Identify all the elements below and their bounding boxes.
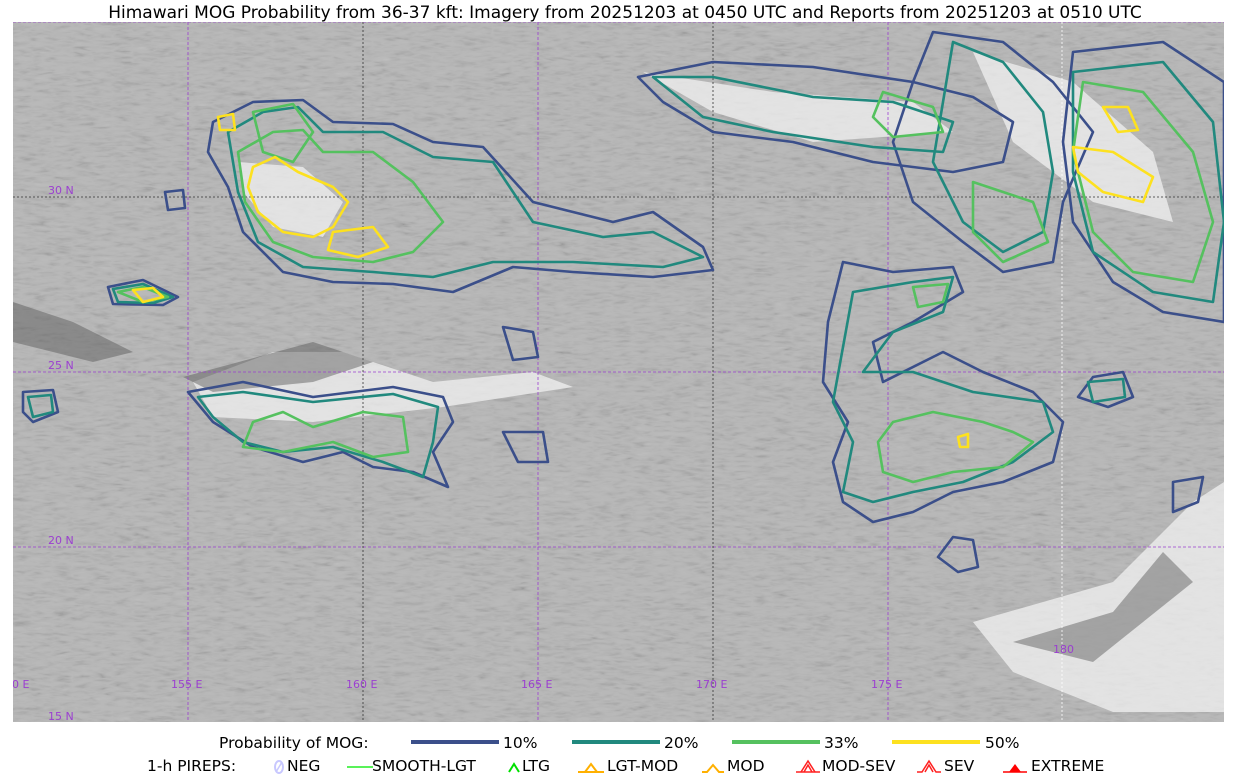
level-10pct-label: 10% bbox=[503, 734, 538, 752]
lat-label-20n: 20 N bbox=[48, 534, 74, 547]
contour-33pct bbox=[116, 80, 1215, 484]
contour-10pct bbox=[21, 30, 1224, 574]
lon-label-180: 180 bbox=[1053, 643, 1074, 656]
level-20pct-label: 20% bbox=[664, 734, 699, 752]
pirep-sev-label: SEV bbox=[944, 757, 975, 775]
pireps-legend: 1-h PIREPS: NEG SMOOTH-LGT LTG LGT-MOD M… bbox=[0, 757, 1250, 777]
sev-double-caret-icon bbox=[917, 759, 941, 773]
lon-label-155e: 155 E bbox=[171, 678, 202, 691]
lat-label-30n: 30 N bbox=[48, 184, 74, 197]
level-50pct-label: 50% bbox=[985, 734, 1020, 752]
swatch-33pct bbox=[732, 740, 820, 744]
probability-legend-label: Probability of MOG: bbox=[219, 734, 369, 752]
mog-contours bbox=[21, 30, 1224, 574]
contour-50pct bbox=[131, 105, 1155, 449]
swatch-20pct bbox=[572, 740, 660, 744]
lat-label-25n: 25 N bbox=[48, 359, 74, 372]
pirep-neg-label: NEG bbox=[287, 757, 321, 775]
level-33pct-label: 33% bbox=[824, 734, 859, 752]
mod-caret-icon bbox=[702, 763, 724, 773]
satellite-map: 150 E 155 E 160 E 165 E 170 E 175 E 180 … bbox=[13, 22, 1224, 722]
lat-label-15n: 15 N bbox=[48, 710, 74, 722]
pirep-extreme-label: EXTREME bbox=[1031, 757, 1105, 775]
swatch-50pct bbox=[892, 740, 980, 744]
mod-sev-double-caret-icon bbox=[796, 759, 820, 773]
dark-cloud-areas bbox=[13, 302, 1193, 662]
pirep-lgt-mod-label: LGT-MOD bbox=[607, 757, 679, 775]
pirep-mod-sev-label: MOD-SEV bbox=[822, 757, 896, 775]
lon-label-160e: 160 E bbox=[346, 678, 377, 691]
pirep-smooth-lgt-label: SMOOTH-LGT bbox=[372, 757, 476, 775]
ltg-caret-icon bbox=[508, 762, 520, 773]
axis-labels: 150 E 155 E 160 E 165 E 170 E 175 E 180 … bbox=[13, 184, 1074, 722]
neg-icon bbox=[274, 760, 284, 774]
lon-label-165e: 165 E bbox=[521, 678, 552, 691]
chart-title: Himawari MOG Probability from 36-37 kft:… bbox=[108, 3, 1142, 23]
pirep-mod-label: MOD bbox=[727, 757, 765, 775]
pireps-legend-label: 1-h PIREPS: bbox=[147, 757, 237, 775]
lon-label-170e: 170 E bbox=[696, 678, 727, 691]
lon-label-175e: 175 E bbox=[871, 678, 902, 691]
swatch-10pct bbox=[411, 740, 499, 744]
extreme-filled-triangle-icon bbox=[1003, 764, 1027, 773]
smooth-lgt-line-icon bbox=[347, 766, 373, 768]
probability-legend: Probability of MOG: 10% 20% 33% 50% bbox=[0, 734, 1250, 754]
lon-label-150e: 150 E bbox=[13, 678, 29, 691]
lgt-mod-triangle-caret-icon bbox=[578, 762, 604, 773]
pirep-ltg-label: LTG bbox=[522, 757, 550, 775]
